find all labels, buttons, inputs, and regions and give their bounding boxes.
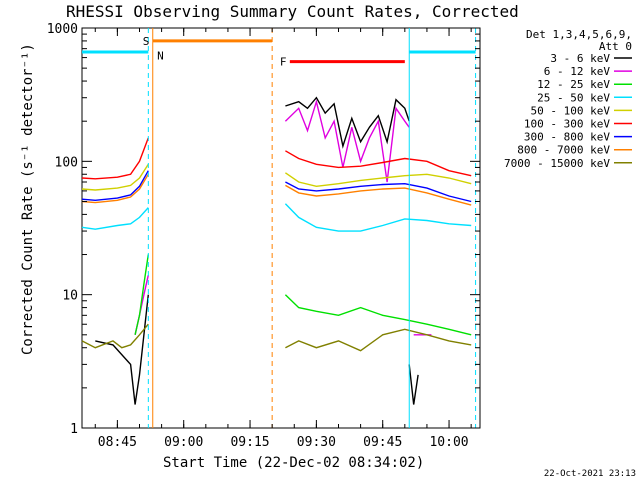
series-line-0-2 (408, 364, 419, 405)
legend-label-3: 25 - 50 keV (537, 91, 610, 104)
x-axis-label: Start Time (22-Dec-02 08:34:02) (163, 455, 424, 471)
series-line-3-1 (284, 203, 472, 232)
series-line-8-0 (81, 323, 149, 349)
chart-title: RHESSI Observing Summary Count Rates, Co… (66, 2, 519, 21)
legend-label-7: 800 - 7000 keV (517, 144, 610, 157)
series-line-2-1 (284, 294, 472, 336)
legend-header-0: Det 1,3,4,5,6,9, (526, 28, 632, 41)
series-line-5-1 (285, 150, 472, 177)
legend-label-2: 12 - 25 keV (537, 78, 610, 91)
series-line-4-1 (285, 172, 472, 188)
plot-area: S F N (81, 27, 481, 429)
x-tick-label-5: 10:00 (429, 435, 468, 450)
x-tick-label-2: 09:15 (230, 435, 269, 450)
series-line-0-0 (95, 294, 149, 405)
flag-label-0: S (143, 35, 150, 48)
legend-label-5: 100 - 300 keV (524, 118, 610, 131)
y-tick-label-2: 100 (55, 155, 78, 170)
series-line-6-0 (81, 170, 149, 202)
x-tick-label-0: 08:45 (98, 435, 137, 450)
series-line-8-1 (285, 328, 472, 352)
series-line-4-0 (81, 163, 149, 191)
x-tick-label-1: 09:00 (164, 435, 203, 450)
footer-timestamp: 22-Oct-2021 23:13 (544, 469, 636, 479)
y-tick-label-3: 1000 (47, 22, 78, 37)
series-line-7-1 (285, 184, 472, 206)
mark-label-0: N (157, 50, 164, 63)
legend-label-0: 3 - 6 keV (550, 52, 610, 65)
legend-label-6: 300 - 800 keV (524, 131, 610, 144)
series-line-6-1 (285, 181, 472, 203)
series-line-0-1 (285, 96, 410, 149)
series-line-2-0 (134, 254, 149, 335)
legend-label-8: 7000 - 15000 keV (504, 157, 610, 170)
x-tick-label-4: 09:45 (363, 435, 402, 450)
axis-ticks: 08:45 09:00 09:15 09:30 09:45 10:00 1 10 100 1000 (47, 22, 480, 450)
y-tick-label-1: 10 (62, 289, 78, 304)
flag-label-1: F (280, 56, 287, 69)
y-tick-label-0: 1 (70, 422, 78, 437)
series-line-1-1 (284, 99, 410, 183)
series-line-3-0 (81, 207, 149, 230)
series-line-7-0 (81, 173, 149, 204)
legend-header-1: Att 0 (599, 40, 632, 53)
legend-label-4: 50 - 100 keV (531, 104, 611, 117)
plot-frame (81, 27, 481, 429)
y-axis-label: Corrected Count Rate (s⁻¹ detector⁻¹) (20, 43, 36, 355)
legend-label-1: 6 - 12 keV (544, 65, 611, 78)
x-tick-label-3: 09:30 (297, 435, 336, 450)
series-line-5-0 (81, 137, 149, 180)
